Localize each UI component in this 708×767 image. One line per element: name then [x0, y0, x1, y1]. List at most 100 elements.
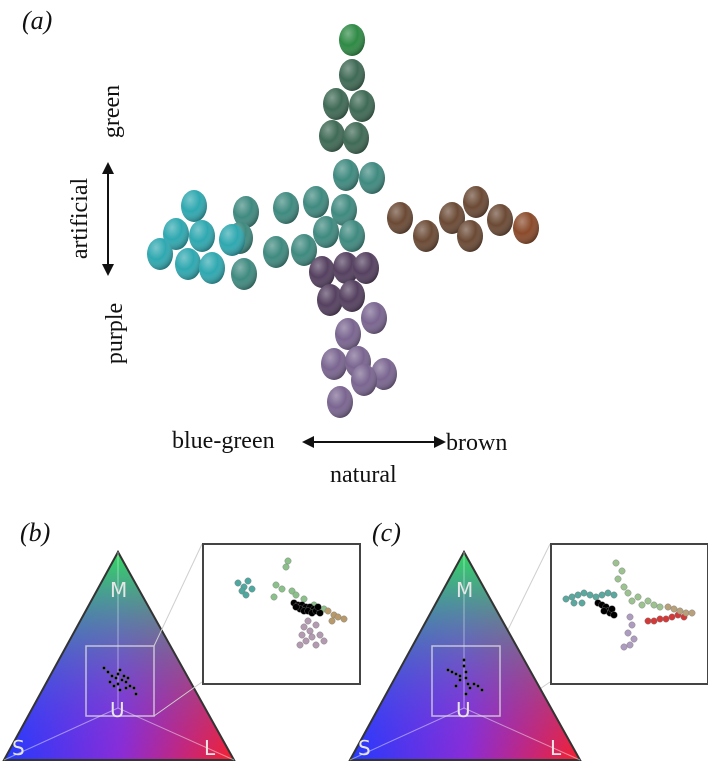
vertex-m-b: M — [110, 578, 128, 602]
inset-point — [688, 609, 696, 617]
egg-shading — [189, 220, 215, 252]
inset-point — [234, 579, 242, 587]
vertex-s-c: S — [358, 736, 371, 760]
egg-shading — [273, 192, 299, 224]
vertical-arrow — [102, 162, 114, 276]
egg-shading — [339, 220, 365, 252]
inset-point — [656, 615, 664, 623]
egg-cluster — [147, 24, 539, 418]
triangle-point — [472, 682, 476, 686]
inset-point — [324, 607, 332, 615]
inset-point — [270, 593, 278, 601]
triangle-point — [128, 684, 132, 688]
inset-point — [620, 583, 628, 591]
triangle-point — [450, 670, 454, 674]
inset-point — [610, 611, 618, 619]
inset-point — [306, 627, 314, 635]
inset-point — [300, 595, 308, 603]
egg-shading — [219, 224, 245, 256]
vertex-l-c: L — [550, 736, 562, 760]
inset-point — [334, 613, 342, 621]
egg-shading — [439, 202, 465, 234]
inset-point — [650, 617, 658, 625]
vertex-l-b: L — [204, 736, 216, 760]
triangle-point — [116, 672, 120, 676]
vertex-m-c: M — [456, 578, 474, 602]
triangle-point — [464, 676, 468, 680]
horizontal-arrow — [302, 436, 446, 448]
triangle-point — [118, 668, 122, 672]
inset-point — [604, 589, 612, 597]
inset-point — [562, 595, 570, 603]
panel-c-label: (c) — [372, 518, 401, 547]
inset-point — [656, 603, 664, 611]
egg-shading — [333, 252, 359, 284]
inset-point — [278, 585, 286, 593]
egg-shading — [309, 256, 335, 288]
natural-label: natural — [330, 462, 397, 488]
inset-point — [580, 589, 588, 597]
egg-shading — [457, 220, 483, 252]
triangle-point — [134, 692, 138, 696]
inset-point — [628, 621, 636, 629]
inset-point — [668, 613, 676, 621]
inset-point — [248, 585, 256, 593]
triangle-point — [468, 686, 472, 690]
inset-point — [312, 641, 320, 649]
inset-point — [244, 577, 252, 585]
triangle-point — [446, 668, 450, 672]
triangle-point — [120, 678, 124, 682]
egg-shading — [317, 284, 343, 316]
egg-shading — [233, 196, 259, 228]
egg-shading — [387, 202, 413, 234]
zoom-inset-c — [550, 543, 708, 685]
egg-shading — [351, 364, 377, 396]
triangle-point — [464, 670, 468, 674]
egg-shading — [319, 120, 345, 152]
inset-point — [614, 575, 622, 583]
inset-point — [282, 563, 290, 571]
inset-point — [670, 605, 678, 613]
inset-point — [242, 591, 250, 599]
inset-point — [570, 599, 578, 607]
inset-point — [644, 617, 652, 625]
inset-point — [312, 621, 320, 629]
triangle-point — [454, 684, 458, 688]
inset-point — [272, 581, 280, 589]
vertex-u-c: U — [456, 698, 471, 722]
inset-point — [664, 603, 672, 611]
triangle-point — [112, 684, 116, 688]
triangle-point — [102, 666, 106, 670]
egg-shading — [199, 252, 225, 284]
inset-point — [578, 599, 586, 607]
triangle-point — [466, 682, 470, 686]
panel-b-label: (b) — [20, 518, 51, 547]
inset-point — [624, 589, 632, 597]
triangle-point — [124, 686, 128, 690]
egg-shading — [339, 24, 365, 56]
triangle-point — [462, 658, 466, 662]
triangle-point — [476, 684, 480, 688]
inset-point — [662, 615, 670, 623]
blue-green-label: blue-green — [172, 428, 275, 454]
egg-shading — [361, 302, 387, 334]
egg-shading — [147, 238, 173, 270]
brown-label: brown — [446, 430, 508, 456]
inset-point — [628, 597, 636, 605]
egg-shading — [413, 220, 439, 252]
inset-point — [620, 643, 628, 651]
triangle-point — [458, 678, 462, 682]
triangle-point — [462, 664, 466, 668]
inset-point — [644, 597, 652, 605]
egg-shading — [327, 386, 353, 418]
egg-shading — [343, 122, 369, 154]
inset-point — [298, 631, 306, 639]
triangle-point — [132, 686, 136, 690]
inset-point — [618, 567, 626, 575]
inset-point — [630, 635, 638, 643]
egg-shading — [339, 59, 365, 91]
egg-shading — [349, 90, 375, 122]
inset-point — [316, 609, 324, 617]
egg-shading — [263, 236, 289, 268]
egg-shading — [181, 190, 207, 222]
